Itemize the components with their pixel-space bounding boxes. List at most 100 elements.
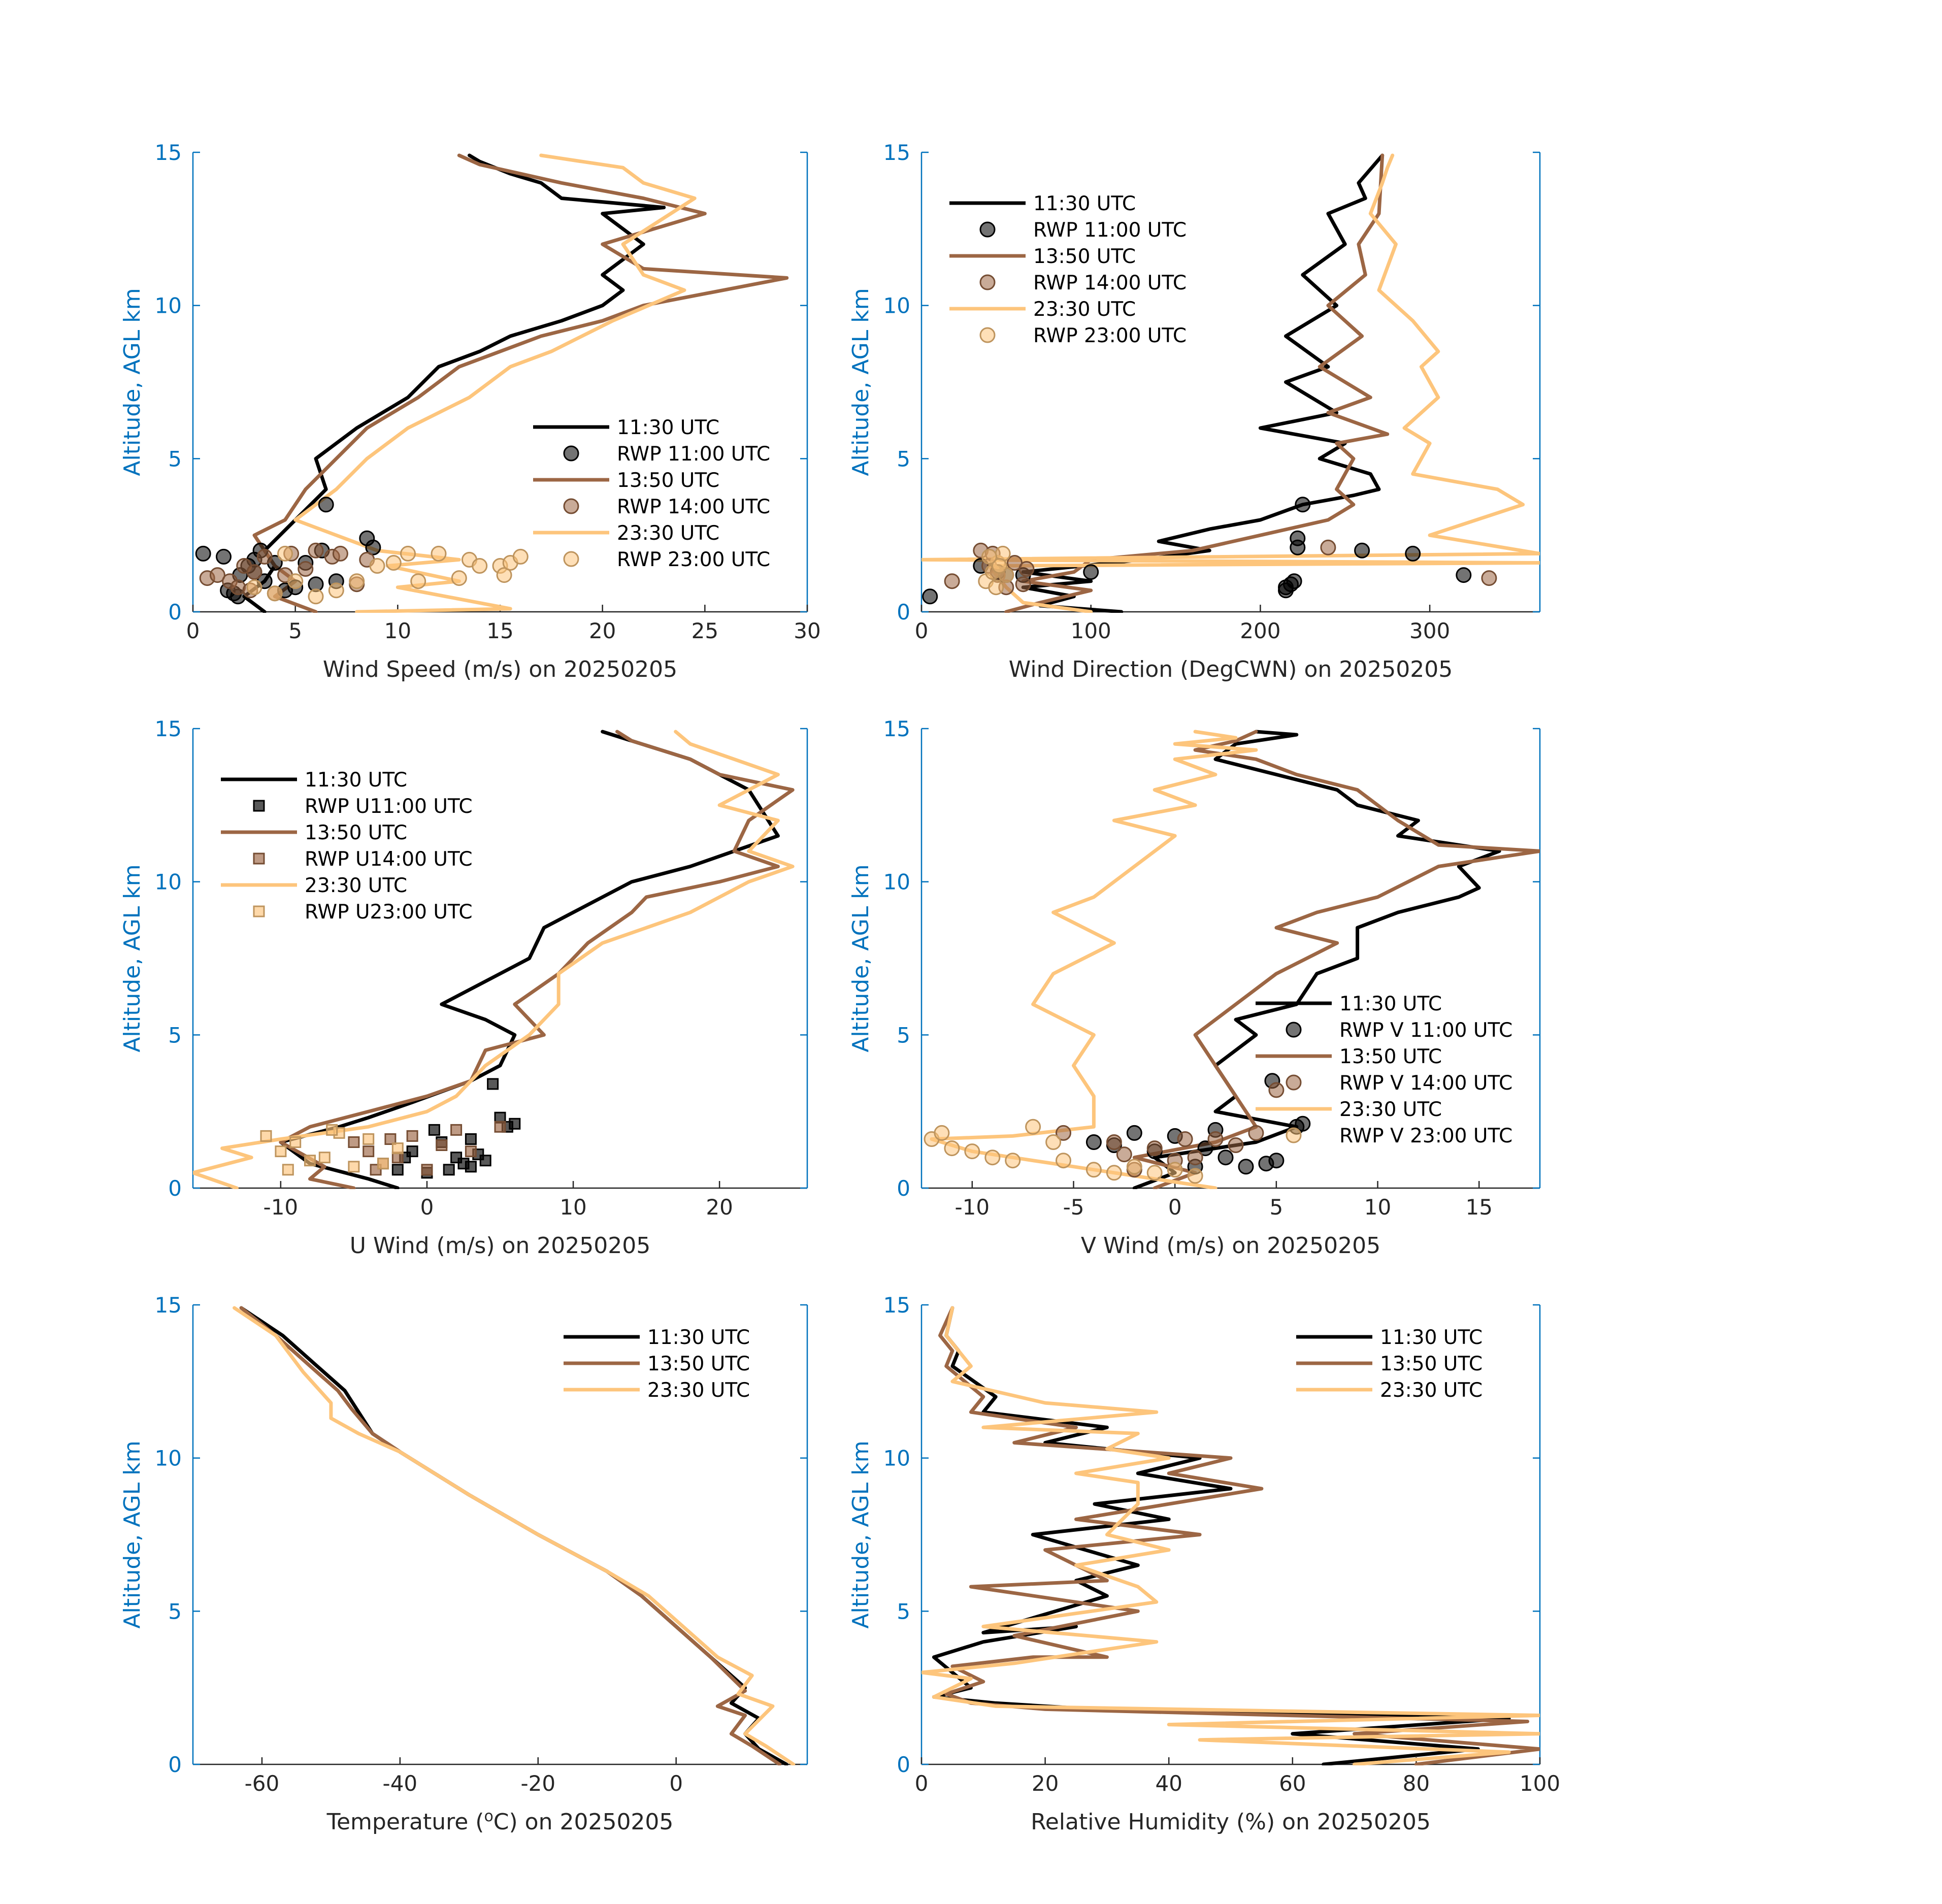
x-tick-label: -60 [245, 1771, 280, 1796]
legend-label: 11:30 UTC [647, 1326, 750, 1349]
data-point-rwp-u23-00-utc [289, 1136, 302, 1148]
data-point-rwp-v-23-00-utc [1005, 1153, 1021, 1169]
x-axis-label: Wind Speed (m/s) on 20250205 [323, 656, 677, 682]
data-point-rwp-23-00-utc [496, 567, 512, 583]
data-point-rwp-14-00-utc [944, 573, 960, 589]
plot-area [195, 153, 789, 613]
data-point-rwp-23-00-utc [512, 548, 529, 565]
data-point-rwp-u14-00-utc [406, 1130, 418, 1142]
x-axis-label: Relative Humidity (%) on 20250205 [1031, 1809, 1431, 1835]
x-tick-label: -5 [1063, 1195, 1084, 1220]
data-point-rwp-v-14-00-utc [1116, 1146, 1132, 1163]
x-tick-label: -10 [264, 1195, 299, 1220]
legend-swatch-circle [563, 551, 579, 567]
data-point-rwp-23-00-utc [410, 573, 426, 589]
data-point-rwp-23-00-utc [246, 579, 262, 596]
legend: 11:30 UTC RWP V 11:00 UTC 13:50 UTC RWP V 1… [1256, 993, 1512, 1147]
legend-label: 13:50 UTC [617, 469, 719, 492]
data-point-rwp-u23-00-utc [348, 1161, 360, 1173]
data-point-rwp-23-00-utc [308, 588, 324, 605]
legend: 11:30 UTC 13:50 UTC 23:30 UTC [1296, 1326, 1483, 1402]
x-tick-label: -40 [383, 1771, 418, 1796]
plot-area [921, 153, 1540, 613]
data-point-rwp-v-11-00-utc [1268, 1153, 1285, 1169]
series-line-11-30-utc [279, 730, 780, 1189]
data-point-rwp-u11-00-utc [457, 1158, 470, 1170]
legend-label: RWP 23:00 UTC [1033, 324, 1187, 347]
legend-label: 11:30 UTC [305, 769, 407, 792]
data-point-rwp-11-00-utc [365, 539, 381, 555]
data-point-rwp-23-00-utc [328, 582, 344, 599]
data-point-rwp-v-14-00-utc [1106, 1134, 1122, 1150]
panel-v-wind: -10 -5 0 5 10 15 0 5 10 15 V Wind (m/s) on 2025020… [848, 716, 1541, 1259]
x-tick-label: 5 [1269, 1195, 1283, 1220]
series-line-11-30-utc [242, 153, 666, 613]
y-axis-label: Altitude, AGL km [848, 1440, 874, 1628]
data-point-rwp-v-14-00-utc [1207, 1131, 1224, 1147]
x-tick-label: 100 [1071, 618, 1111, 643]
legend-label: RWP 23:00 UTC [617, 548, 770, 571]
y-tick-label: 10 [883, 293, 910, 318]
legend-label: RWP V 11:00 UTC [1339, 1019, 1512, 1042]
y-tick-label: 10 [155, 293, 182, 318]
legend-label: RWP U11:00 UTC [305, 795, 473, 818]
x-axis-label: U Wind (m/s) on 20250205 [350, 1233, 650, 1259]
data-point-rwp-11-00-utc [1295, 497, 1311, 513]
data-point-rwp-u23-00-utc [318, 1152, 331, 1164]
y-tick-label: 15 [155, 716, 182, 741]
y-axis-label: Altitude, AGL km [848, 288, 874, 476]
data-point-rwp-14-00-utc [1018, 561, 1035, 577]
legend-swatch-circle [979, 274, 996, 290]
legend-swatch-circle [563, 498, 579, 514]
data-point-rwp-23-00-utc [451, 570, 467, 586]
data-point-rwp-v-14-00-utc [1056, 1125, 1071, 1141]
data-point-rwp-23-00-utc [385, 555, 402, 571]
data-point-rwp-v-11-00-utc [1197, 1140, 1213, 1157]
x-tick-label: 0 [915, 618, 929, 643]
legend-swatch-circle [979, 221, 996, 238]
data-point-rwp-11-00-utc [318, 497, 334, 513]
legend-label: RWP 11:00 UTC [1033, 219, 1187, 242]
data-point-rwp-14-00-utc [332, 545, 348, 562]
x-tick-label: 0 [915, 1771, 929, 1796]
data-point-rwp-v-11-00-utc [1217, 1150, 1234, 1166]
y-axis-label: Altitude, AGL km [848, 864, 874, 1052]
x-tick-label: 10 [559, 1195, 586, 1220]
data-point-rwp-v-11-00-utc [1238, 1159, 1254, 1175]
data-point-rwp-u14-00-utc [363, 1145, 375, 1158]
panel-relative-humidity: 0 20 40 60 80 100 0 5 10 15 Relative Humidity (%) … [848, 1293, 1560, 1835]
panel-wind-direction: 0 100 200 300 0 5 10 15 Wind Direction (DegCWN) … [848, 140, 1541, 682]
legend-label: RWP V 23:00 UTC [1339, 1125, 1512, 1147]
x-tick-label: 15 [486, 618, 513, 643]
data-point-rwp-v-23-00-utc [964, 1143, 980, 1160]
legend-label: RWP U23:00 UTC [305, 901, 473, 924]
x-tick-label: 0 [669, 1771, 683, 1796]
x-tick-label: -10 [955, 1195, 990, 1220]
y-axis-label: Altitude, AGL km [119, 288, 145, 476]
data-point-rwp-u23-00-utc [377, 1158, 389, 1170]
data-point-rwp-u23-00-utc [326, 1124, 338, 1136]
legend: 11:30 UTC RWP U11:00 UTC 13:50 UTC RWP U14:… [221, 769, 473, 924]
y-axis-label: Altitude, AGL km [119, 1440, 145, 1628]
data-point-rwp-11-00-utc [1405, 545, 1421, 562]
data-point-rwp-v-11-00-utc [1085, 1134, 1102, 1150]
y-tick-label: 0 [897, 1752, 910, 1777]
y-tick-label: 15 [883, 1293, 910, 1318]
legend-label: 13:50 UTC [1380, 1353, 1483, 1375]
data-point-rwp-v-23-00-utc [1146, 1165, 1163, 1181]
y-tick-label: 5 [897, 446, 910, 471]
legend-label: 23:30 UTC [617, 522, 719, 545]
legend-label: 23:30 UTC [1339, 1098, 1442, 1121]
y-tick-label: 10 [883, 870, 910, 895]
data-point-rwp-v-23-00-utc [1167, 1162, 1183, 1178]
x-tick-label: 100 [1520, 1771, 1560, 1796]
series-line-23-30-utc [193, 730, 795, 1189]
legend-label: RWP 11:00 UTC [617, 443, 770, 466]
legend-label: 23:30 UTC [1380, 1379, 1483, 1402]
x-axis-label: V Wind (m/s) on 20250205 [1081, 1233, 1380, 1259]
data-point-rwp-14-00-utc [1320, 539, 1336, 555]
data-point-rwp-v-23-00-utc [1045, 1134, 1062, 1150]
series-line-13-50-utc [1004, 153, 1390, 613]
data-point-rwp-23-00-utc [472, 558, 488, 574]
